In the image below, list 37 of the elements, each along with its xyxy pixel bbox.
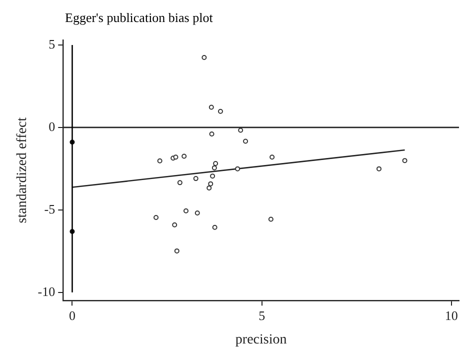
- point: [238, 128, 244, 133]
- point: [174, 248, 180, 254]
- point: [208, 104, 214, 110]
- y-tick-label: 5: [48, 36, 56, 52]
- y-tick-label: 0: [48, 118, 56, 134]
- point: [209, 132, 214, 137]
- point: [193, 176, 198, 182]
- point: [213, 161, 218, 166]
- point: [206, 185, 212, 190]
- y-tick-label: -10: [38, 284, 56, 299]
- point: [183, 208, 188, 214]
- point: [270, 154, 275, 160]
- point: [177, 180, 182, 186]
- point: [402, 158, 408, 164]
- point: [218, 108, 223, 114]
- point: [243, 138, 248, 144]
- x-tick-label: 0: [68, 308, 76, 323]
- y-axis-title: standardized effect: [15, 117, 30, 224]
- point: [172, 222, 178, 228]
- point: [154, 214, 159, 220]
- chart-title: Egger's publication bias plot: [65, 10, 213, 26]
- point: [268, 216, 274, 222]
- point: [376, 166, 382, 172]
- x-tick-label: 10: [444, 308, 458, 323]
- point: [212, 165, 217, 170]
- point: [157, 158, 162, 164]
- point: [173, 154, 178, 160]
- y-tick-label: -5: [44, 201, 56, 216]
- point: [182, 154, 187, 159]
- x-tick-label: 5: [258, 308, 266, 323]
- x-axis-title: precision: [235, 332, 287, 348]
- point: [212, 224, 218, 230]
- point: [208, 181, 214, 186]
- point: [210, 174, 216, 179]
- point: [202, 54, 207, 60]
- point: [194, 210, 200, 216]
- point: [235, 166, 240, 172]
